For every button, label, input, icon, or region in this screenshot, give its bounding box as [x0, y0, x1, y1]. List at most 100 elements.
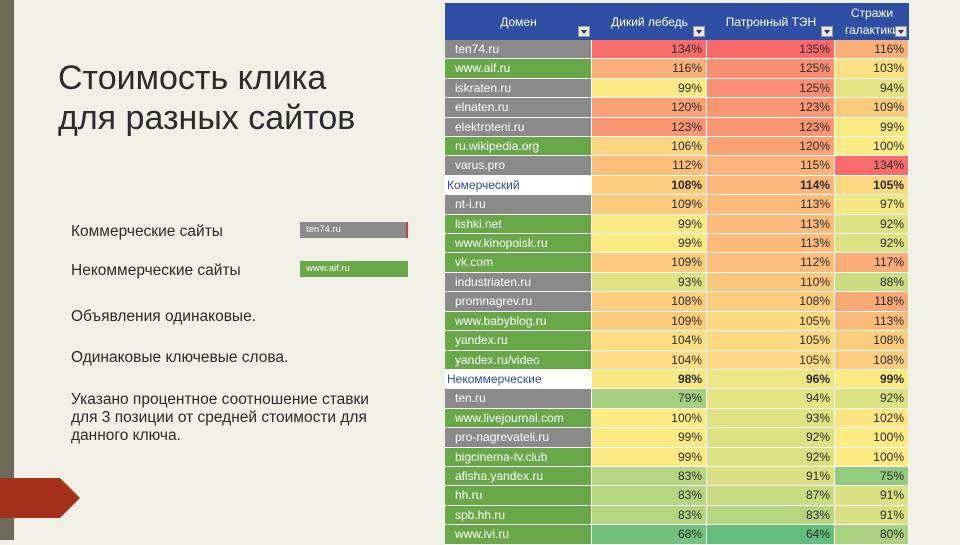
- percent-cell: 114%: [707, 175, 835, 196]
- percent-cell: 99%: [592, 234, 707, 254]
- filter-dropdown-icon[interactable]: [821, 26, 833, 37]
- table-row: spb.hh.ru 83% 83% 91%: [445, 505, 909, 526]
- percent-cell: 113%: [835, 311, 909, 332]
- header-query-1[interactable]: Дикий лебедь: [592, 3, 707, 40]
- percent-cell: 80%: [835, 525, 909, 545]
- slide-left-accent-bar: [0, 0, 14, 540]
- bullet-same-keywords: Одинаковые ключевые слова.: [71, 349, 289, 366]
- header-query-2[interactable]: Патронный ТЭН: [707, 3, 835, 40]
- table-group-row: Некоммерческие 98% 96% 99%: [445, 369, 909, 390]
- percent-cell: 105%: [707, 331, 835, 351]
- bullet-noncommercial: Некоммерческие сайты: [71, 262, 241, 279]
- percent-cell: 91%: [835, 505, 909, 526]
- percent-cell: 109%: [592, 253, 707, 273]
- domain-cell: yandex.ru: [445, 331, 592, 351]
- domain-cell: afisha.yandex.ru: [445, 466, 592, 487]
- table-group-row: Комерческий 108% 114% 105%: [445, 175, 909, 196]
- domain-cell: www.ivi.ru: [445, 525, 592, 545]
- table-row: ru.wikipedia.org 106% 120% 100%: [445, 137, 909, 157]
- percent-cell: 92%: [835, 214, 909, 235]
- percent-cell: 99%: [835, 117, 909, 138]
- percent-cell: 118%: [835, 292, 909, 312]
- table-row: ten74.ru 134% 135% 116%: [445, 40, 909, 60]
- filter-dropdown-icon[interactable]: [578, 26, 590, 37]
- domain-cell: lishki.net: [445, 214, 592, 235]
- percent-cell: 100%: [835, 447, 909, 467]
- percent-cell: 104%: [592, 350, 707, 370]
- percent-cell: 116%: [592, 59, 707, 79]
- filter-dropdown-icon[interactable]: [693, 26, 705, 37]
- table-row: promnagrev.ru 108% 108% 118%: [445, 292, 909, 312]
- percent-cell: 108%: [592, 292, 707, 312]
- percent-cell: 105%: [835, 175, 909, 196]
- domain-cell: www.aif.ru: [445, 59, 592, 79]
- percent-cell: 64%: [707, 525, 835, 545]
- percent-cell: 103%: [835, 59, 909, 79]
- percent-cell: 99%: [592, 214, 707, 235]
- percent-cell: 134%: [592, 40, 707, 60]
- percent-cell: 108%: [707, 292, 835, 312]
- percent-cell: 110%: [707, 272, 835, 293]
- percent-cell: 92%: [835, 234, 909, 254]
- percent-cell: 123%: [707, 98, 835, 118]
- percent-cell: 105%: [707, 350, 835, 370]
- percent-cell: 102%: [835, 408, 909, 429]
- percent-cell: 108%: [835, 331, 909, 351]
- bullet-percent-note: Указано процентное соотношение ставки дл…: [71, 391, 369, 444]
- percent-cell: 92%: [707, 428, 835, 448]
- table-row: yandex.ru 104% 105% 108%: [445, 331, 909, 351]
- percent-cell: 91%: [835, 486, 909, 506]
- percent-cell: 99%: [592, 78, 707, 99]
- domain-cell: Некоммерческие: [445, 369, 592, 390]
- percent-cell: 94%: [707, 389, 835, 409]
- table-row: www.livejournal.com 100% 93% 102%: [445, 408, 909, 429]
- percent-cell: 98%: [592, 369, 707, 390]
- table-row: ten.ru 79% 94% 92%: [445, 389, 909, 409]
- table-row: elnaten.ru 120% 123% 109%: [445, 98, 909, 118]
- percent-cell: 83%: [592, 466, 707, 487]
- domain-cell: iskraten.ru: [445, 78, 592, 99]
- table-row: iskraten.ru 99% 125% 94%: [445, 78, 909, 99]
- percent-cell: 99%: [592, 428, 707, 448]
- table-row: www.aif.ru 116% 125% 103%: [445, 59, 909, 79]
- percent-cell: 93%: [592, 272, 707, 293]
- percent-cell: 113%: [707, 195, 835, 215]
- percent-cell: 106%: [592, 137, 707, 157]
- slide-title: Стоимость клика для разных сайтов: [58, 59, 356, 137]
- header-domain[interactable]: Домен: [445, 3, 592, 40]
- percent-cell: 100%: [835, 137, 909, 157]
- table-row: lishki.net 99% 113% 92%: [445, 214, 909, 235]
- legend-noncommercial-sample: www.aif.ru: [300, 261, 408, 277]
- percent-cell: 104%: [592, 331, 707, 351]
- domain-cell: elektroteni.ru: [445, 117, 592, 138]
- percent-cell: 109%: [835, 98, 909, 118]
- percent-cell: 120%: [707, 137, 835, 157]
- filter-dropdown-icon[interactable]: [895, 26, 907, 37]
- percent-cell: 105%: [707, 311, 835, 332]
- table-row: yandex.ru/video 104% 105% 108%: [445, 350, 909, 370]
- header-query-3[interactable]: Стражи галактики: [835, 3, 909, 40]
- percent-cell: 91%: [707, 466, 835, 487]
- table-row: elektroteni.ru 123% 123% 99%: [445, 117, 909, 138]
- table-row: www.ivi.ru 68% 64% 80%: [445, 525, 909, 545]
- percent-cell: 112%: [592, 156, 707, 176]
- domain-cell: www.babyblog.ru: [445, 311, 592, 332]
- percent-cell: 134%: [835, 156, 909, 176]
- percent-cell: 75%: [835, 466, 909, 487]
- percent-cell: 83%: [592, 505, 707, 526]
- percent-cell: 87%: [707, 486, 835, 506]
- domain-cell: ru.wikipedia.org: [445, 137, 592, 157]
- percent-cell: 123%: [707, 117, 835, 138]
- domain-cell: www.kinopoisk.ru: [445, 234, 592, 254]
- table-row: industriaten.ru 93% 110% 88%: [445, 272, 909, 293]
- percent-cell: 108%: [835, 350, 909, 370]
- percent-cell: 109%: [592, 311, 707, 332]
- percent-cell: 116%: [835, 40, 909, 60]
- domain-cell: vk.com: [445, 253, 592, 273]
- domain-cell: bigcinema-tv.club: [445, 447, 592, 467]
- percent-cell: 93%: [707, 408, 835, 429]
- percent-cell: 123%: [592, 117, 707, 138]
- percent-cell: 108%: [592, 175, 707, 196]
- percent-cell: 112%: [707, 253, 835, 273]
- table-body: ten74.ru 134% 135% 116% www.aif.ru 116% 125% 10…: [445, 40, 909, 545]
